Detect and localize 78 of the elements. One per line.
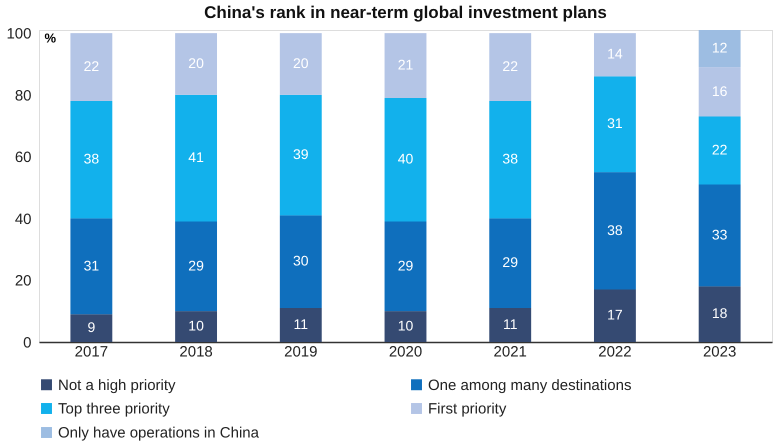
bar: [489, 218, 532, 308]
x-tick-label: 2017: [74, 344, 108, 360]
bar: [384, 33, 426, 98]
data-label: 22: [84, 58, 100, 74]
legend-label: First priority: [428, 400, 507, 418]
data-label: 33: [712, 226, 728, 242]
bar: [175, 33, 218, 95]
bar: [175, 311, 218, 342]
y-tick-label: 100: [6, 26, 32, 43]
bar: [280, 94, 322, 216]
data-label: 14: [607, 46, 623, 62]
chart-title: China's rank in near-term global investment plans: [204, 3, 607, 22]
y-tick-label: 40: [14, 210, 32, 228]
data-label: 31: [84, 257, 100, 274]
bar: [698, 67, 741, 116]
bar: [175, 94, 218, 222]
bar: [384, 98, 426, 222]
y-axis-title: %: [44, 30, 56, 46]
data-label: 38: [84, 150, 100, 167]
data-label: 29: [502, 254, 518, 270]
data-label: 22: [502, 58, 518, 74]
data-label: 40: [398, 150, 414, 167]
bar: [594, 76, 636, 172]
data-label: 31: [607, 115, 623, 132]
bar: [70, 314, 112, 342]
y-tick-label: 20: [14, 272, 32, 290]
bar: [698, 286, 741, 342]
bar: [594, 172, 636, 290]
bar: [698, 116, 741, 184]
data-label: 10: [398, 318, 414, 334]
bar: [384, 311, 426, 342]
x-tick-label: 2021: [494, 344, 527, 360]
data-label: 11: [502, 316, 518, 332]
bar: [280, 308, 322, 342]
data-label: 39: [292, 146, 309, 162]
bar: [280, 33, 322, 95]
bar: [175, 222, 218, 312]
bar: [489, 101, 532, 218]
bar: [70, 101, 112, 218]
x-tick-label: 2019: [284, 344, 318, 360]
data-label: 21: [398, 56, 414, 73]
data-label: 10: [188, 318, 204, 334]
legend-label: Top three priority: [58, 400, 170, 418]
data-label: 18: [712, 305, 728, 322]
y-tick-label: 60: [14, 149, 32, 166]
data-label: 30: [292, 252, 309, 269]
bar: [489, 308, 532, 342]
bar: [698, 30, 741, 68]
bar: [70, 33, 112, 102]
data-label: 38: [502, 150, 518, 167]
data-label: 22: [712, 141, 728, 158]
data-label: 38: [607, 222, 623, 238]
bar: [594, 289, 636, 342]
x-tick-label: 2022: [598, 344, 632, 360]
data-label: 17: [607, 306, 623, 323]
x-tick-label: 2020: [388, 344, 422, 360]
bar: [594, 33, 636, 76]
data-label: 20: [188, 54, 204, 71]
legend-label: Only have operations in China: [58, 424, 260, 442]
bar: [280, 215, 322, 308]
bar: [698, 184, 741, 286]
y-tick-label: 0: [23, 334, 32, 352]
data-label: 29: [398, 257, 414, 274]
data-label: 41: [188, 149, 204, 166]
legend-label: One among many destinations: [428, 376, 632, 394]
data-label: 20: [292, 54, 309, 71]
x-tick-label: 2018: [179, 344, 213, 360]
data-label: 11: [294, 316, 308, 332]
legend-label: Not a high priority: [58, 376, 176, 394]
bar: [384, 222, 426, 312]
data-label: 16: [712, 82, 728, 99]
bar: [489, 33, 532, 102]
data-label: 12: [712, 40, 728, 56]
y-tick-label: 80: [14, 87, 32, 104]
data-label: 29: [188, 257, 204, 274]
data-label: 9: [87, 319, 96, 336]
x-tick-label: 2023: [702, 344, 736, 360]
bar: [70, 218, 112, 314]
